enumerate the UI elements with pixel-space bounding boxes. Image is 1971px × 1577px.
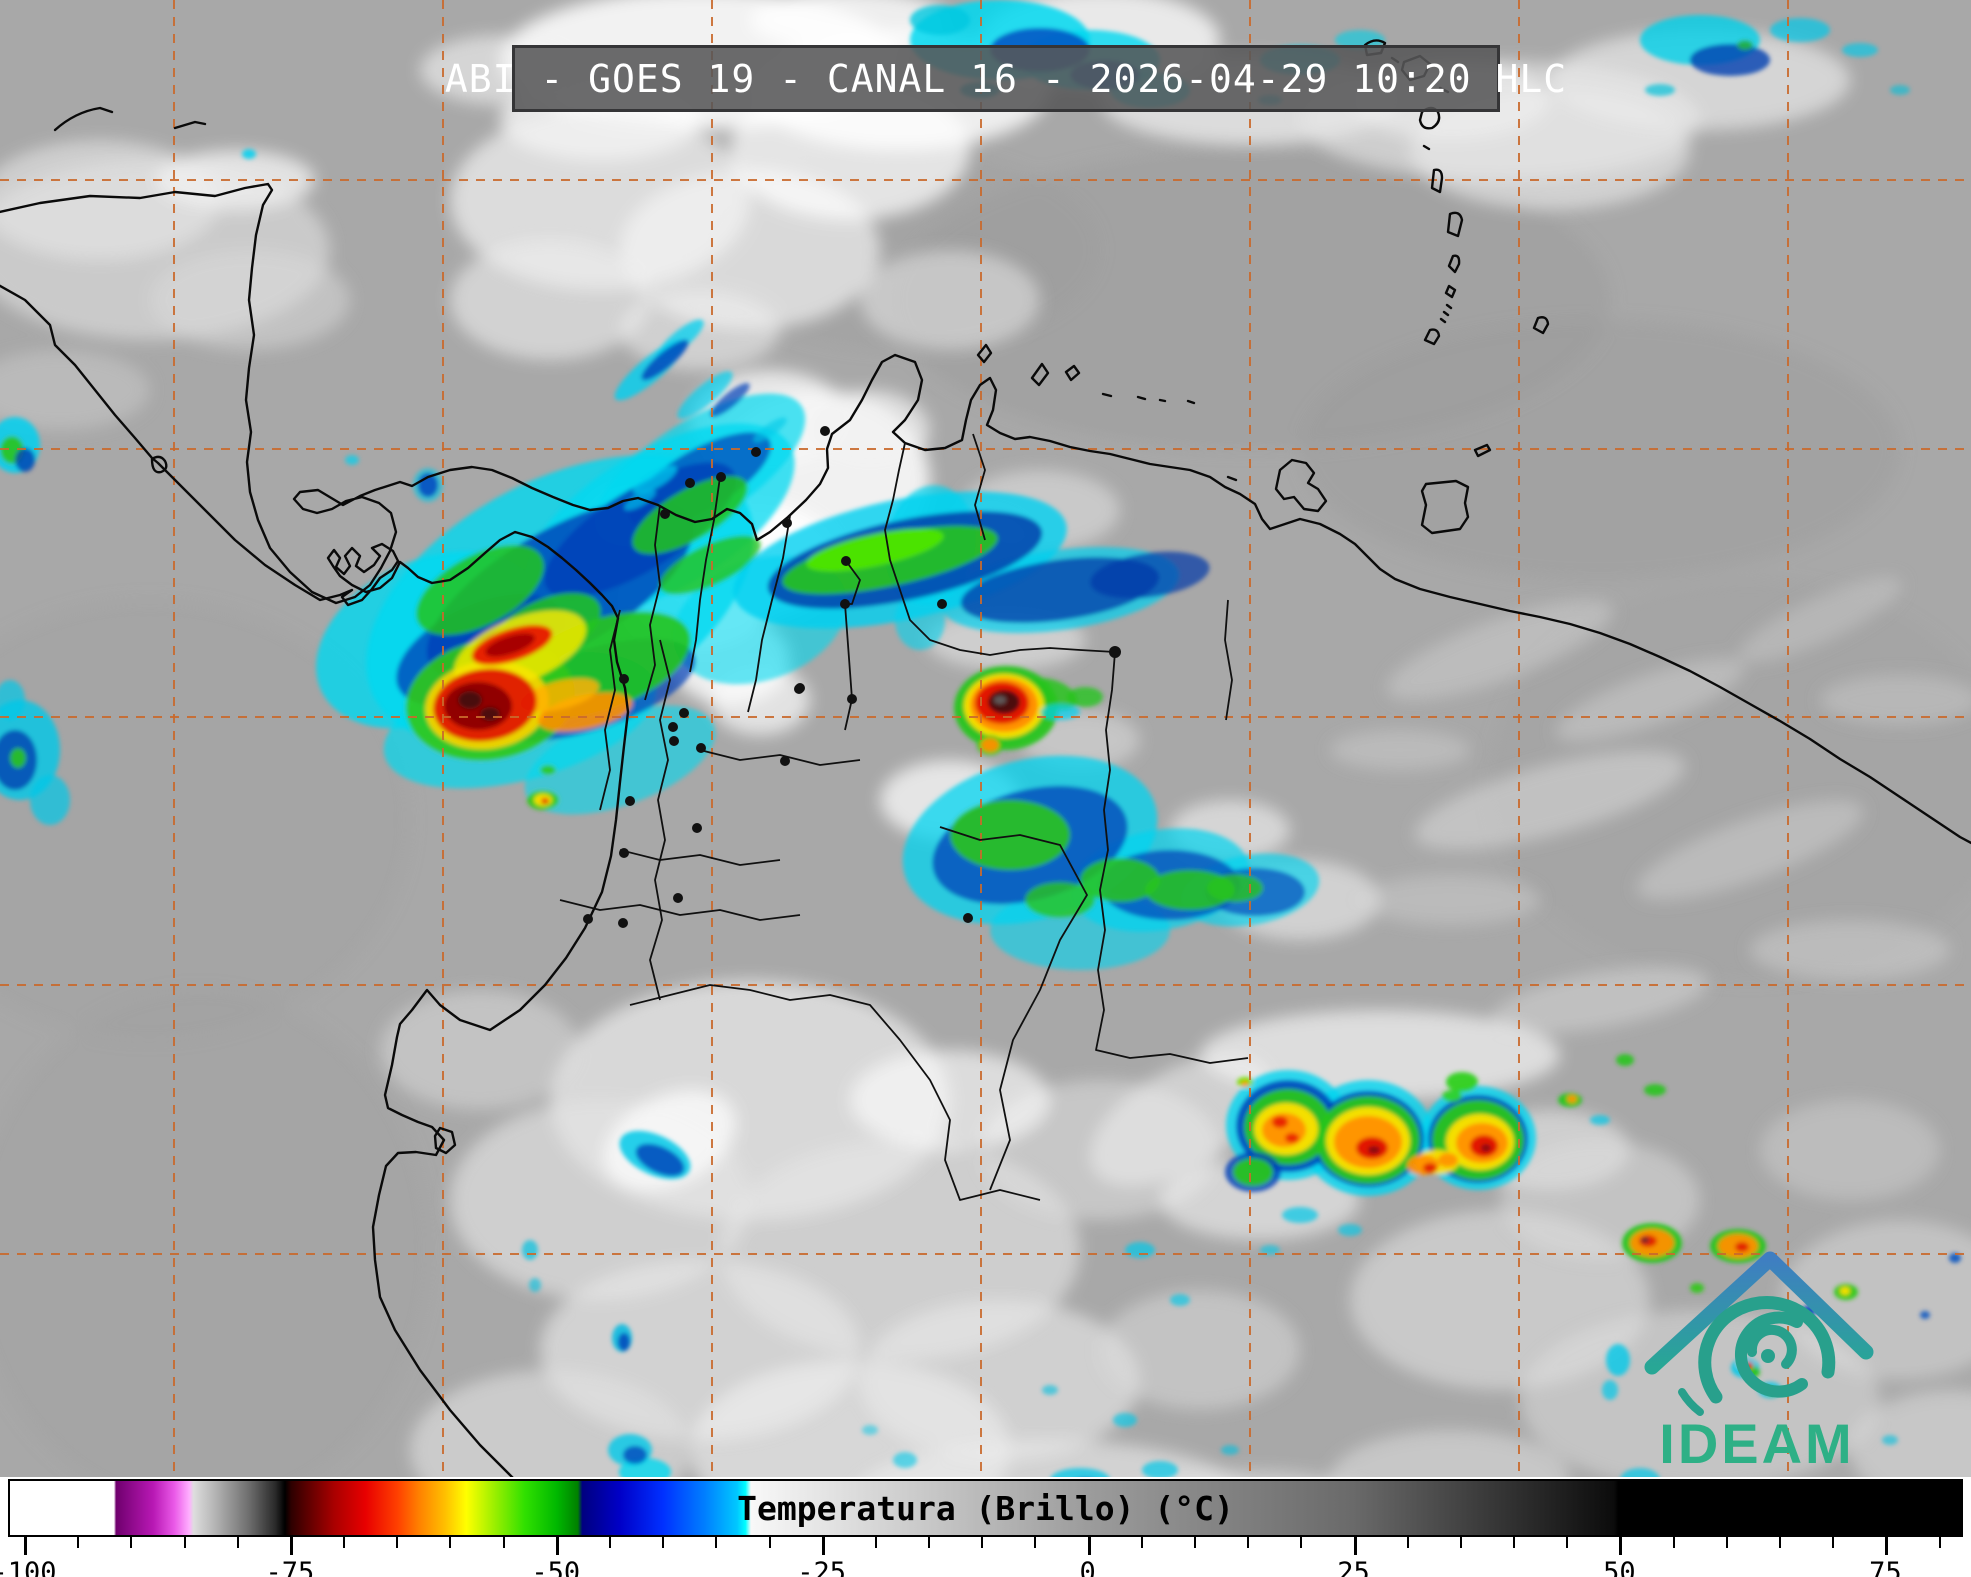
- colorbar-minor-tick: [874, 1537, 877, 1548]
- colorbar-tick-label: 0: [1079, 1557, 1096, 1577]
- satellite-map: IDEAM: [0, 0, 1971, 1477]
- colorbar-minor-tick: [1193, 1537, 1196, 1548]
- colorbar-major-tick: [555, 1537, 559, 1555]
- colorbar-tick-label: 50: [1603, 1557, 1636, 1577]
- logo-text: IDEAM: [1659, 1412, 1854, 1475]
- lake-nicaragua: [150, 455, 168, 474]
- colorbar-strip: Temperatura (Brillo) (°C) -100-75-50-250…: [0, 1477, 1971, 1577]
- storm-cluster-southeast: [1225, 1070, 1536, 1255]
- storm-llanos-cluster: [902, 755, 1320, 970]
- colorbar-major-tick: [23, 1537, 27, 1555]
- colorbar-minor-tick: [715, 1537, 718, 1548]
- colorbar-minor-tick: [1459, 1537, 1462, 1548]
- clear-sky-patches: [0, 150, 1971, 1477]
- colorbar-minor-tick: [662, 1537, 665, 1548]
- colorbar-tick-label: 25: [1337, 1557, 1370, 1577]
- colorbar-tick-label: -100: [0, 1557, 57, 1577]
- island-tobago: [1473, 443, 1492, 458]
- logo-hurricane-spiral: [1678, 1296, 1836, 1416]
- colorbar-minor-tick: [77, 1537, 80, 1548]
- colorbar-major-tick: [821, 1537, 825, 1555]
- island-jamaica-2: [173, 120, 207, 130]
- islands-abc: [976, 343, 1081, 387]
- colorbar-tick-label: -25: [797, 1557, 847, 1577]
- colorbar-minor-tick: [343, 1537, 346, 1548]
- colorbar-minor-tick: [928, 1537, 931, 1548]
- colorbar-minor-tick: [1300, 1537, 1303, 1548]
- islands-small-venezuela: [1101, 392, 1238, 482]
- colorbar-major-tick: [289, 1537, 293, 1555]
- colorbar-minor-tick: [1672, 1537, 1675, 1548]
- colorbar-minor-tick: [1406, 1537, 1409, 1548]
- colorbar-minor-tick: [183, 1537, 186, 1548]
- colorbar-minor-tick: [1566, 1537, 1569, 1548]
- colorbar-minor-tick: [502, 1537, 505, 1548]
- colorbar-minor-tick: [236, 1537, 239, 1548]
- storm-left-edge: [0, 149, 443, 825]
- image-title-text: ABI - GOES 19 - CANAL 16 - 2026-04-29 10…: [444, 56, 1568, 101]
- colorbar-tick-label: -75: [265, 1557, 315, 1577]
- colorbar-tick-label: -50: [531, 1557, 581, 1577]
- island-puna: [433, 1126, 457, 1155]
- colorbar-tick-label: 75: [1869, 1557, 1902, 1577]
- colorbar-minor-tick: [1513, 1537, 1516, 1548]
- colorbar-minor-tick: [1938, 1537, 1941, 1548]
- borders-layer: [559, 433, 1249, 1201]
- colorbar-minor-tick: [130, 1537, 133, 1548]
- colorbar-major-tick: [1353, 1537, 1357, 1555]
- colorbar-minor-tick: [1034, 1537, 1037, 1548]
- graticule-grid: [0, 0, 1971, 1477]
- colorbar-minor-tick: [1778, 1537, 1781, 1548]
- colorbar-gradient: [8, 1479, 1963, 1537]
- coastline-pacific: [0, 284, 630, 1477]
- image-title-overlay: ABI - GOES 19 - CANAL 16 - 2026-04-29 10…: [445, 45, 1566, 112]
- storm-streaks-north: [614, 319, 787, 511]
- colorbar-minor-tick: [1247, 1537, 1250, 1548]
- colorbar-minor-tick: [396, 1537, 399, 1548]
- colorbar-minor-tick: [608, 1537, 611, 1548]
- storm-south-andes: [522, 1130, 917, 1477]
- island-margarita: [1274, 458, 1328, 513]
- island-trinidad: [1420, 479, 1470, 535]
- logo-mountain-chevron: [1644, 1251, 1874, 1375]
- colorbar-major-tick: [1619, 1537, 1623, 1555]
- colorbar-major-tick: [1885, 1537, 1889, 1555]
- city-dots-layer: [583, 426, 1121, 928]
- colorbar-minor-tick: [981, 1537, 984, 1548]
- ideam-logo: IDEAM: [1644, 1251, 1874, 1475]
- colorbar-minor-tick: [1725, 1537, 1728, 1548]
- island-jamaica-1: [53, 106, 114, 132]
- colorbar-minor-tick: [449, 1537, 452, 1548]
- colorbar-minor-tick: [768, 1537, 771, 1548]
- coastline-caribbean: [0, 182, 1971, 845]
- colorbar-minor-tick: [1832, 1537, 1835, 1548]
- colorbar-major-tick: [1087, 1537, 1091, 1555]
- colorbar-minor-tick: [1140, 1537, 1143, 1548]
